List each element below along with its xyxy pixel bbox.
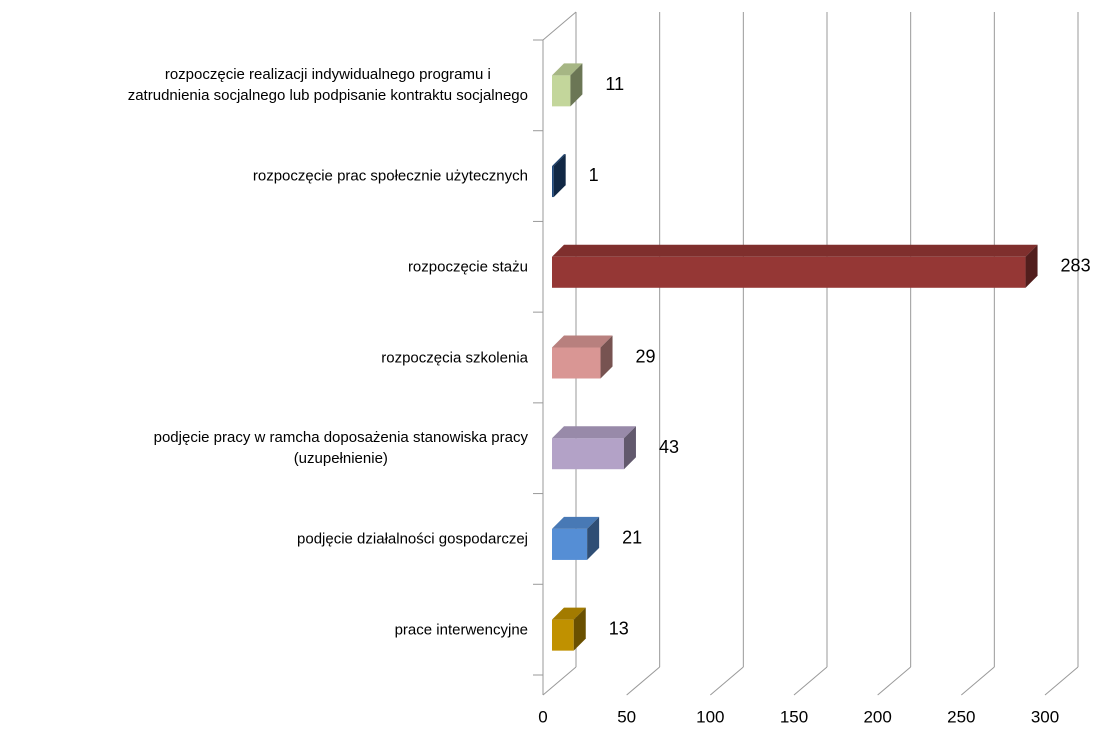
bar-face	[552, 335, 613, 348]
bar-face	[552, 426, 636, 439]
bar	[552, 154, 566, 198]
grid-line	[542, 666, 577, 696]
y-tick-label: podjęcie pracy w ramcha doposażenia stan…	[153, 429, 528, 468]
value-label: 43	[659, 437, 679, 457]
bar	[552, 244, 1038, 288]
x-tick-label: 100	[696, 707, 724, 726]
x-tick-label: 150	[780, 707, 808, 726]
bar-face	[552, 256, 1026, 288]
bar	[552, 63, 583, 107]
bar-face	[600, 335, 613, 379]
grid-line	[793, 666, 828, 696]
bar-face	[573, 607, 586, 651]
x-tick-label: 300	[1031, 707, 1059, 726]
grid-line	[877, 666, 911, 696]
value-label: 29	[636, 346, 656, 366]
grid-line	[961, 666, 995, 696]
bar-face	[552, 244, 1038, 257]
bar-face	[587, 516, 600, 560]
y-tick-label: prace interwencyjne	[394, 621, 528, 639]
bar-face	[552, 619, 574, 651]
bar-face	[552, 75, 571, 107]
bar-face	[553, 154, 566, 198]
grid-line	[710, 666, 744, 696]
y-tick-label: rozpoczęcie realizacji indywidualnego pr…	[127, 66, 528, 105]
axis-line	[542, 11, 577, 41]
bar-face	[623, 426, 636, 470]
value-label: 283	[1061, 256, 1091, 276]
bar-face	[552, 607, 586, 620]
bar-face	[552, 528, 588, 560]
bar	[552, 607, 586, 651]
bar	[552, 335, 613, 379]
x-tick-label: 200	[863, 707, 891, 726]
bar-face	[552, 63, 583, 76]
bar	[552, 426, 636, 470]
grid-line	[1044, 666, 1079, 696]
bar-face	[1025, 244, 1038, 288]
y-tick-label: rozpoczęcie stażu	[407, 258, 528, 276]
bar-face	[570, 63, 583, 107]
grid-line	[626, 666, 660, 696]
bar-face	[552, 166, 554, 198]
bar-face	[552, 516, 600, 529]
bar-face	[552, 438, 624, 470]
value-label: 21	[622, 528, 642, 548]
x-tick-label: 0	[538, 707, 547, 726]
bar-face	[552, 154, 566, 167]
x-tick-label: 250	[947, 707, 975, 726]
y-tick-label: podjęcie działalności gospodarczej	[297, 530, 528, 548]
y-tick-label: rozpoczęcie prac społecznie użytecznych	[252, 167, 528, 185]
value-label: 1	[589, 165, 599, 185]
value-label: 13	[609, 618, 629, 638]
x-tick-label: 50	[617, 707, 636, 726]
bar-face	[552, 347, 601, 379]
bar	[552, 516, 600, 560]
y-tick-label: rozpoczęcia szkolenia	[381, 349, 528, 366]
value-label: 11	[605, 74, 624, 94]
